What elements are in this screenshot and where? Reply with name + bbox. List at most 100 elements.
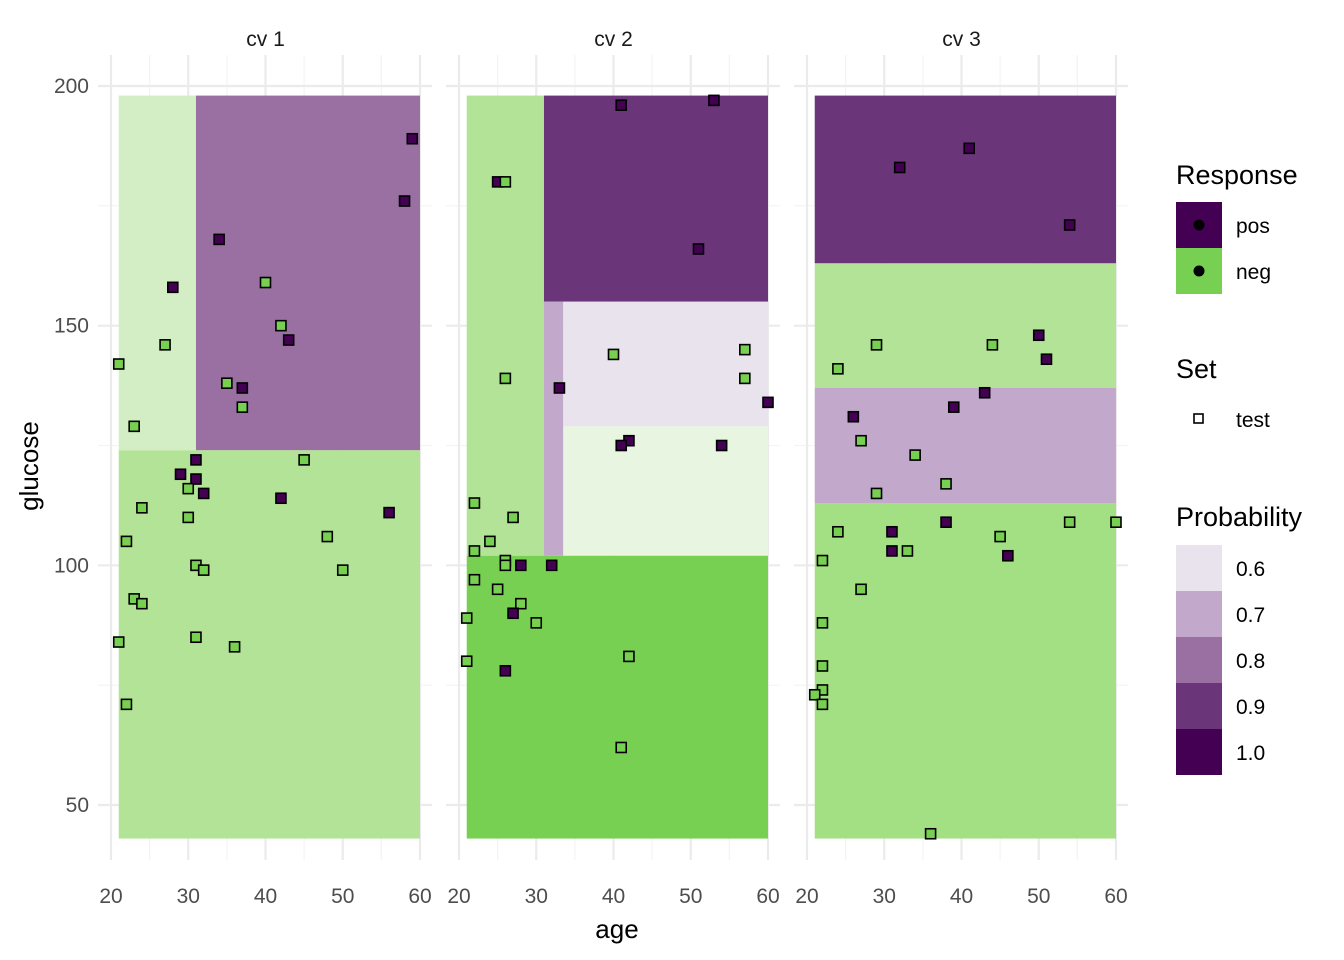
x-tick-label: 20 (99, 885, 122, 908)
x-tick-label: 50 (679, 885, 702, 908)
data-point-neg (484, 535, 496, 548)
data-point-pos (692, 243, 705, 255)
data-point-neg (994, 530, 1006, 543)
legend-set: Set test (1176, 354, 1270, 432)
legend-label-prob: 0.7 (1236, 604, 1265, 627)
data-point-pos (190, 473, 202, 485)
y-axis-title: glucose (14, 421, 44, 511)
region-neg-0_7 (118, 95, 196, 451)
data-point-neg (259, 276, 272, 289)
data-point-pos (1040, 353, 1053, 366)
legend-prob-swatch (1176, 683, 1222, 729)
x-tick-label: 30 (525, 885, 548, 908)
data-point-neg (112, 358, 125, 370)
data-point-pos (406, 132, 419, 145)
data-point-pos (499, 664, 512, 677)
legend-title-probability: Probability (1176, 502, 1303, 532)
data-point-neg (739, 372, 751, 385)
x-axis-title: age (595, 914, 638, 944)
data-point-neg (1063, 516, 1076, 528)
legend: Response pos neg Set test Probability 0.6 0.7 0.… (1176, 160, 1303, 775)
data-point-neg (128, 420, 140, 433)
data-point-neg (236, 401, 249, 413)
data-point-neg (855, 583, 867, 596)
data-point-neg (468, 545, 481, 557)
data-point-pos (893, 161, 906, 174)
data-point-neg (816, 660, 829, 672)
data-point-neg (816, 554, 829, 567)
data-point-pos (514, 559, 527, 572)
data-point-neg (190, 631, 202, 644)
data-point-pos (940, 516, 952, 528)
data-point-neg (739, 343, 751, 356)
data-point-pos (1032, 329, 1045, 342)
data-point-neg (321, 530, 334, 543)
region-pos-0_6 (563, 301, 768, 427)
data-point-pos (507, 607, 519, 620)
x-tick-label: 50 (1027, 885, 1050, 908)
data-point-pos (167, 281, 179, 294)
legend-prob-swatch (1176, 729, 1222, 775)
x-tick-label: 40 (254, 885, 277, 908)
facet-panel-2: cv 2 20 30 40 50 60 (446, 28, 780, 908)
data-point-pos (275, 492, 287, 505)
data-point-neg (112, 636, 125, 648)
y-tick-labels: 50 100 150 200 (54, 75, 89, 817)
prediction-regions (118, 95, 420, 839)
y-tick-label: 50 (66, 794, 89, 817)
data-point-pos (963, 142, 976, 155)
x-tick-label: 60 (408, 885, 431, 908)
data-point-pos (886, 545, 898, 557)
y-tick-label: 200 (54, 75, 89, 98)
data-point-pos (383, 506, 395, 519)
data-point-neg (468, 497, 481, 509)
data-point-pos (615, 99, 628, 111)
x-tick-labels: 20 30 40 50 60 (795, 885, 1127, 908)
data-point-neg (159, 339, 171, 351)
data-point-neg (499, 372, 512, 385)
data-point-neg (120, 698, 133, 711)
data-point-pos (708, 94, 720, 107)
data-point-neg (228, 641, 241, 653)
data-point-pos (715, 439, 728, 452)
data-point-neg (615, 741, 628, 754)
legend-label-set: test (1236, 409, 1270, 432)
data-point-neg (499, 559, 512, 572)
data-point-neg (1110, 516, 1122, 528)
x-tick-label: 20 (447, 885, 470, 908)
axis-titles: age glucose (14, 421, 639, 944)
legend-square-icon (1193, 413, 1204, 424)
data-point-neg (275, 319, 287, 332)
region-pos-0_9 (543, 95, 768, 302)
legend-label-prob: 0.9 (1236, 696, 1265, 719)
data-point-pos (190, 454, 202, 466)
legend-label-prob: 0.6 (1236, 558, 1265, 581)
data-point-pos (213, 233, 225, 246)
legend-prob-swatch (1176, 637, 1222, 683)
prediction-regions (814, 95, 1116, 839)
data-point-neg (136, 597, 148, 610)
data-point-neg (120, 535, 133, 548)
data-point-neg (460, 655, 473, 668)
data-point-neg (832, 525, 844, 538)
data-point-neg (298, 454, 310, 466)
data-point-neg (221, 377, 233, 389)
data-point-neg (507, 511, 519, 524)
region-neg-0_8 (814, 263, 1116, 388)
facet-strip-label: cv 3 (942, 28, 981, 51)
legend-dot-icon (1193, 219, 1205, 231)
legend-dot-icon (1193, 265, 1205, 277)
data-point-pos (1063, 219, 1076, 231)
x-tick-label: 40 (950, 885, 973, 908)
data-point-neg (816, 698, 829, 711)
x-tick-label: 60 (1104, 885, 1127, 908)
data-point-pos (197, 487, 210, 500)
region-pos-0_8 (195, 95, 420, 451)
region-neg-0_9 (814, 503, 1116, 839)
x-tick-label: 30 (177, 885, 200, 908)
data-point-pos (978, 386, 991, 399)
data-point-neg (808, 688, 821, 701)
x-tick-label: 40 (602, 885, 625, 908)
data-point-pos (174, 468, 187, 481)
legend-label-pos: pos (1236, 215, 1270, 238)
